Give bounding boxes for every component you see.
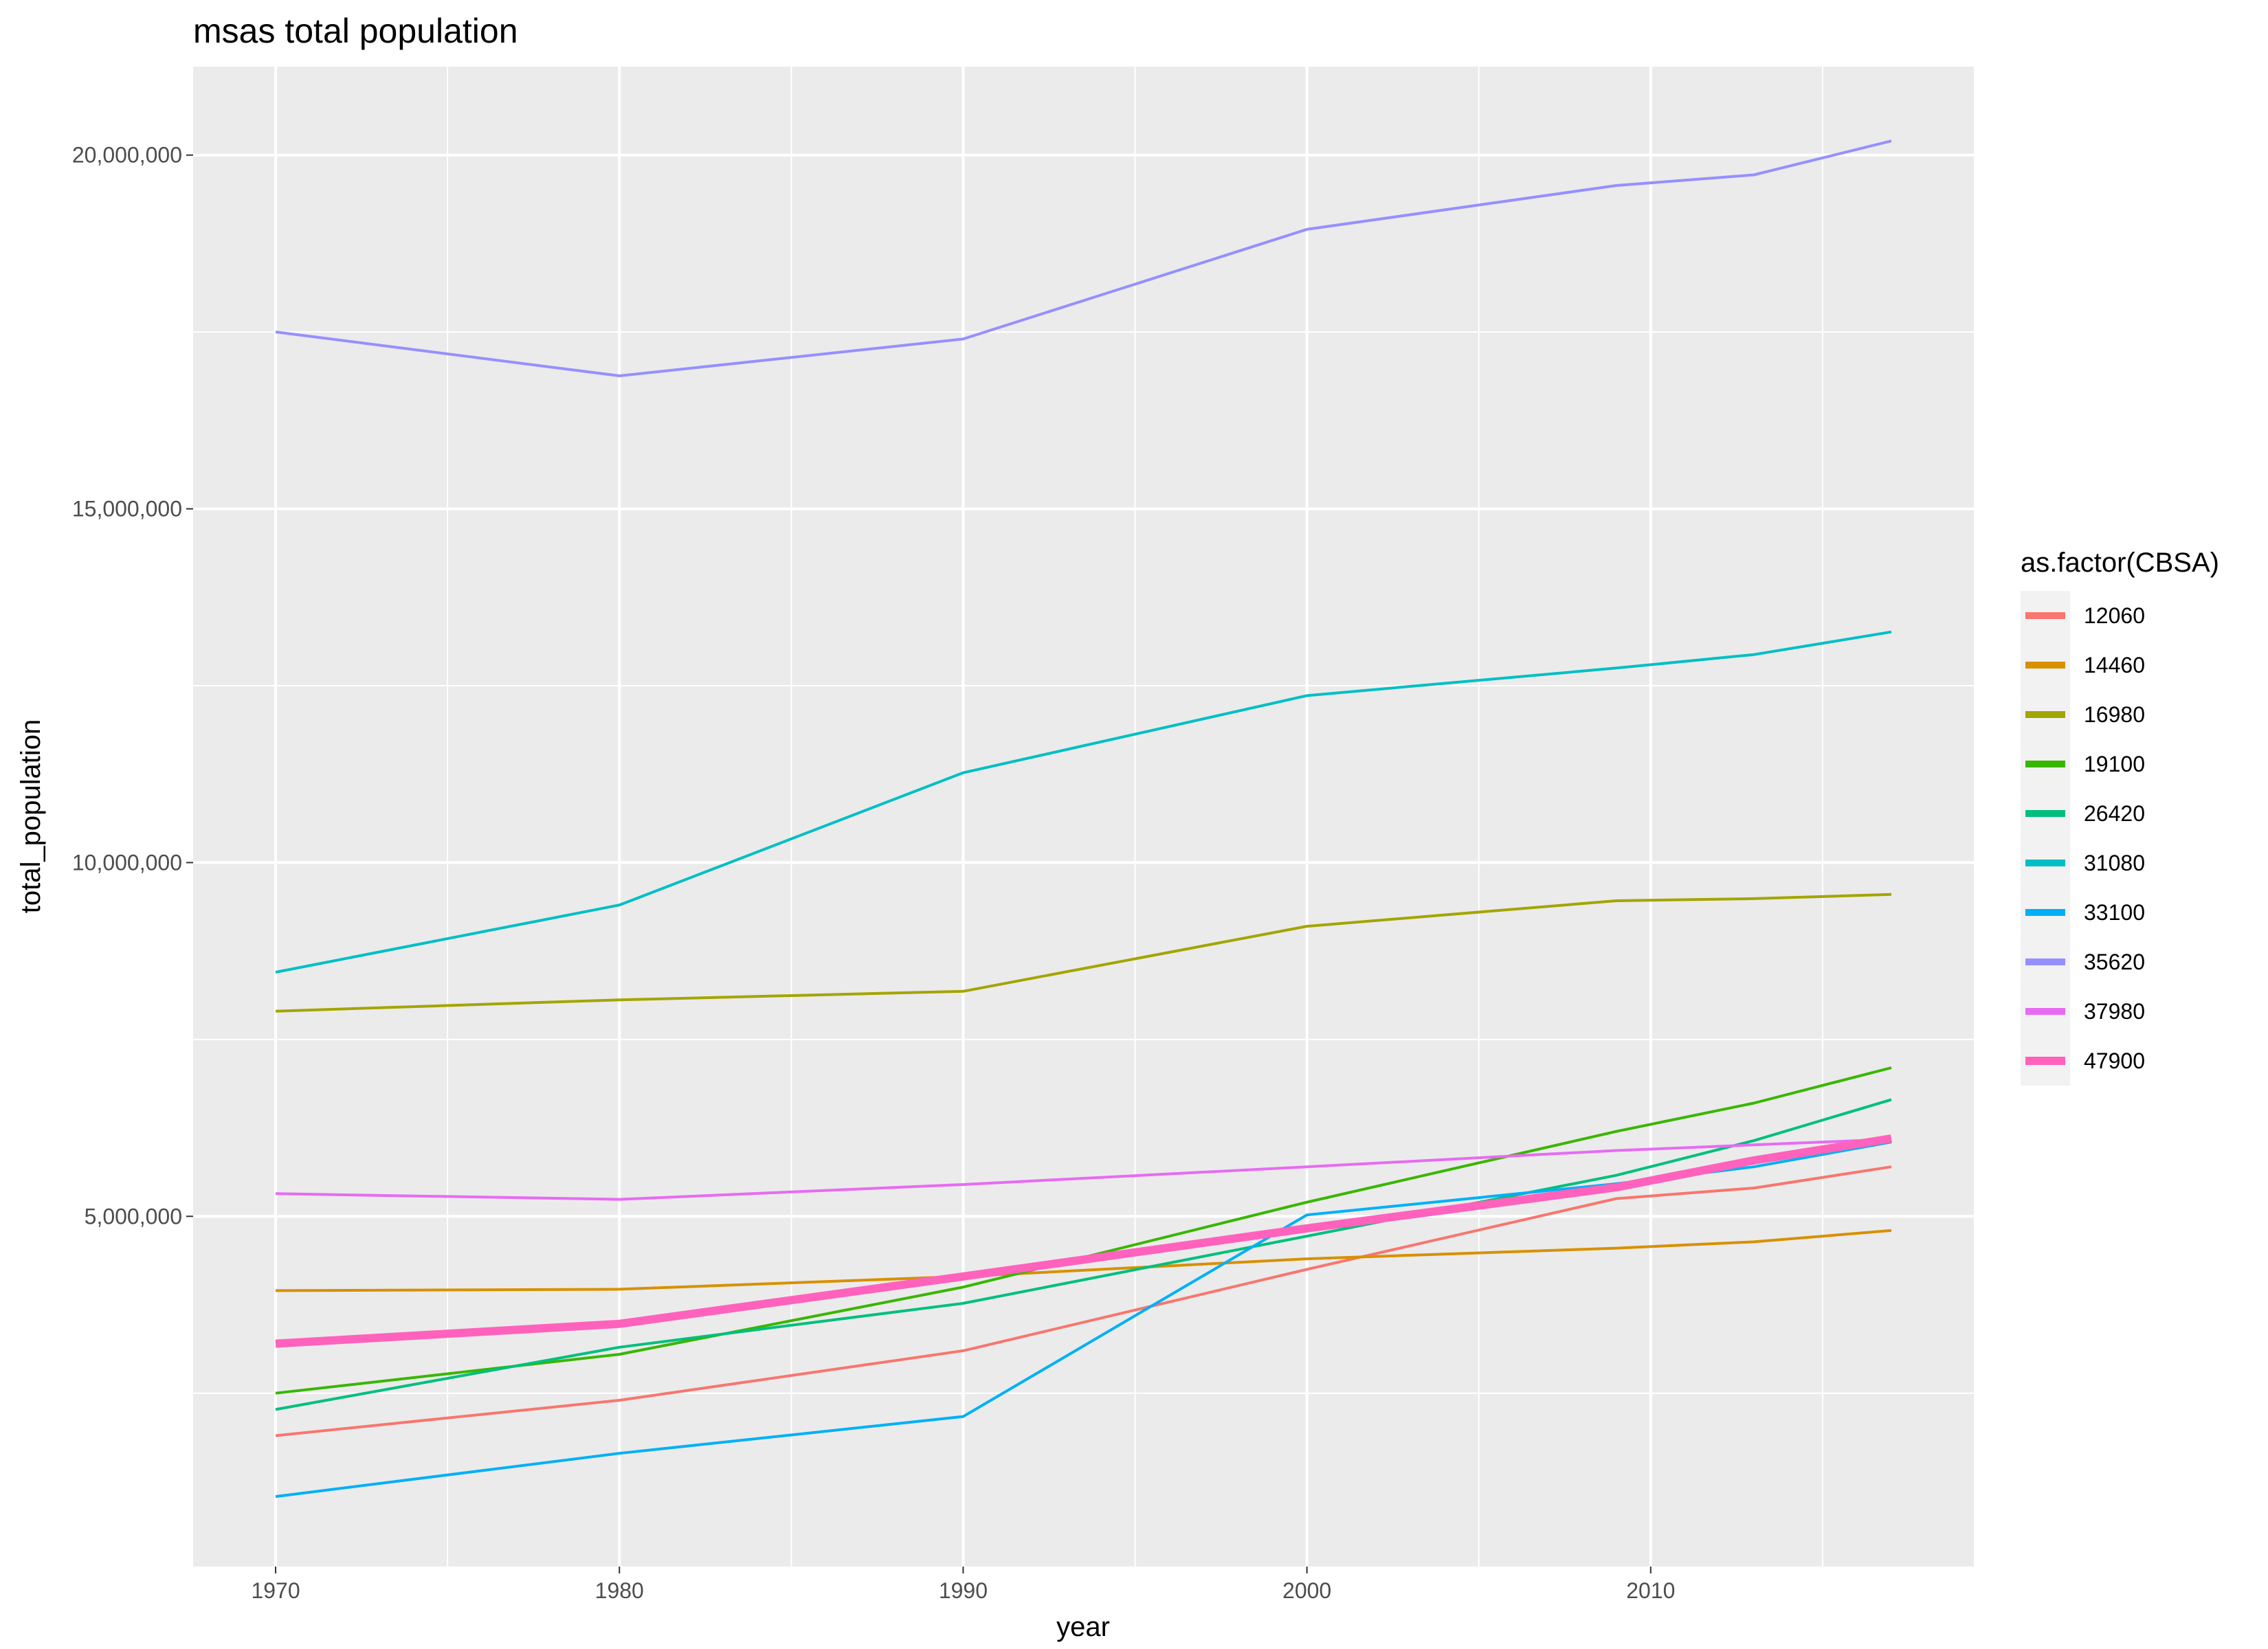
x-tick-label: 1980 xyxy=(595,1578,644,1603)
major-gridlines xyxy=(193,67,1974,1567)
legend-label-14460: 14460 xyxy=(2084,653,2145,677)
legend-label-37980: 37980 xyxy=(2084,999,2145,1024)
legend-label-31080: 31080 xyxy=(2084,851,2145,875)
series-line-16980 xyxy=(275,893,1892,1013)
plot-panel xyxy=(193,67,1974,1567)
y-tick-label: 5,000,000 xyxy=(85,1204,182,1229)
y-axis: 5,000,000 10,000,000 15,000,000 20,000,000 xyxy=(72,143,193,1229)
legend-items: 12060 14460 16980 19100 26420 31080 33100 35620… xyxy=(2021,591,2145,1086)
y-tick-label: 20,000,000 xyxy=(72,143,182,168)
legend-label-33100: 33100 xyxy=(2084,900,2145,925)
series-line-14460 xyxy=(275,1229,1892,1292)
legend-label-47900: 47900 xyxy=(2084,1048,2145,1073)
legend: as.factor(CBSA) 12060 14460 16980 19100 2642… xyxy=(2021,548,2219,1086)
series-line-26420 xyxy=(275,1098,1892,1411)
series-line-12060 xyxy=(275,1165,1892,1437)
series-line-35620 xyxy=(275,139,1892,377)
legend-label-26420: 26420 xyxy=(2084,801,2145,826)
legend-label-35620: 35620 xyxy=(2084,950,2145,974)
y-axis-title: total_population xyxy=(16,719,46,913)
legend-label-12060: 12060 xyxy=(2084,603,2145,628)
minor-gridlines xyxy=(193,67,1974,1567)
legend-label-16980: 16980 xyxy=(2084,702,2145,727)
x-tick-label: 1990 xyxy=(939,1578,988,1603)
chart-title: msas total population xyxy=(193,12,518,50)
series-line-37980 xyxy=(275,1138,1892,1201)
x-tick-label: 2010 xyxy=(1626,1578,1675,1603)
series-lines xyxy=(275,139,1892,1499)
x-tick-label: 1970 xyxy=(251,1578,300,1603)
x-axis-title: year xyxy=(1056,1612,1110,1642)
y-tick-label: 15,000,000 xyxy=(72,497,182,521)
x-axis: 1970 1980 1990 2000 2010 xyxy=(251,1567,1675,1603)
x-tick-label: 2000 xyxy=(1282,1578,1331,1603)
legend-label-19100: 19100 xyxy=(2084,752,2145,776)
series-line-19100 xyxy=(275,1066,1892,1395)
series-line-31080 xyxy=(275,630,1892,974)
series-line-47900 xyxy=(275,1134,1892,1348)
legend-title: as.factor(CBSA) xyxy=(2021,548,2219,578)
series-line-33100 xyxy=(275,1141,1892,1499)
y-tick-label: 10,000,000 xyxy=(72,850,182,875)
